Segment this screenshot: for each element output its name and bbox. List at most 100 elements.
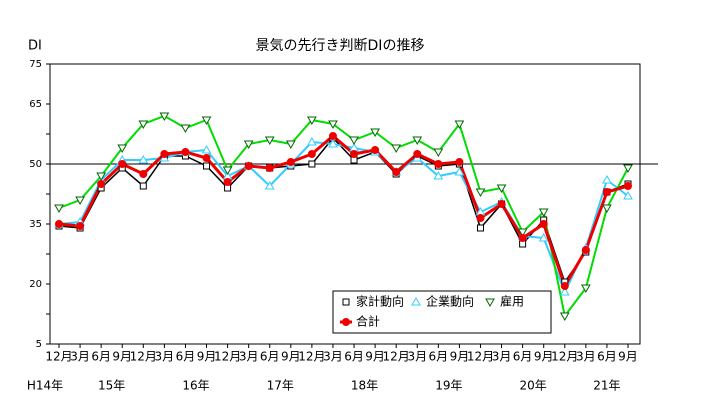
data-point — [307, 116, 317, 126]
data-point — [307, 150, 316, 158]
data-point — [413, 150, 422, 158]
data-point — [624, 182, 632, 190]
x-group-label: 19年 — [435, 379, 462, 393]
data-point — [264, 180, 275, 190]
data-point — [286, 158, 295, 166]
y-tick-label: 50 — [29, 159, 42, 170]
series-line — [58, 114, 629, 319]
data-point — [201, 116, 212, 126]
data-point — [180, 124, 191, 134]
data-point — [328, 132, 337, 140]
y-tick-label: 75 — [29, 59, 42, 70]
x-group-label: 17年 — [267, 379, 294, 393]
x-tick-label: 9月 — [365, 350, 385, 364]
data-point — [391, 144, 402, 154]
data-point — [538, 208, 549, 218]
x-tick-label: 3月 — [323, 350, 343, 364]
data-point — [138, 154, 149, 164]
data-point — [328, 138, 338, 148]
y-tick-label: 5 — [36, 339, 42, 350]
data-point — [455, 158, 464, 166]
x-tick-label: 6月 — [429, 350, 449, 364]
x-tick-label: 9月 — [281, 350, 301, 364]
data-point — [371, 146, 380, 154]
data-point — [559, 286, 570, 296]
data-point — [160, 150, 169, 158]
data-point — [55, 220, 63, 228]
legend-marker — [411, 296, 421, 306]
data-point — [138, 120, 149, 130]
chart-title: 景気の先行き判断DIの推移 — [256, 38, 425, 54]
x-tick-label: 6月 — [91, 350, 111, 364]
data-point — [139, 182, 147, 190]
data-point — [201, 144, 212, 154]
legend-label: 雇用 — [500, 294, 524, 309]
x-tick-label: 3月 — [155, 350, 175, 364]
x-tick-label: 6月 — [260, 350, 280, 364]
data-point — [222, 166, 233, 176]
data-point — [139, 170, 148, 178]
x-tick-label: 3月 — [492, 350, 512, 364]
plot-frame — [49, 63, 641, 345]
data-point — [159, 112, 170, 122]
x-tick-label: 9月 — [197, 350, 217, 364]
x-tick-label: 12月 — [383, 350, 410, 364]
legend-marker — [342, 318, 350, 326]
data-point — [454, 120, 465, 130]
data-point — [475, 188, 486, 198]
x-group-label: 20年 — [520, 379, 547, 393]
x-tick-label: 12月 — [214, 350, 241, 364]
data-point — [76, 222, 85, 230]
y-axis-label: DI — [28, 39, 42, 54]
data-point — [75, 196, 85, 206]
data-point — [244, 162, 253, 170]
data-point — [97, 180, 106, 188]
data-point — [285, 140, 296, 150]
y-tick-label: 20 — [29, 279, 42, 290]
data-point — [517, 228, 528, 238]
data-point — [602, 204, 612, 214]
x-tick-label: 3月 — [576, 350, 596, 364]
data-point — [307, 136, 317, 146]
x-group-label: 16年 — [182, 379, 209, 393]
data-point — [518, 234, 527, 242]
data-point — [602, 188, 611, 196]
data-point — [560, 282, 569, 290]
data-point — [623, 190, 633, 200]
x-tick-label: 9月 — [618, 350, 638, 364]
data-point — [265, 164, 274, 172]
data-point — [181, 148, 190, 156]
data-point — [496, 184, 507, 194]
x-group-label: H14年 — [27, 379, 63, 393]
data-point — [243, 140, 254, 150]
data-point — [454, 166, 465, 176]
data-point — [202, 154, 211, 162]
x-group-label: 15年 — [98, 379, 125, 393]
data-point — [392, 168, 401, 176]
data-point — [54, 204, 64, 214]
legend-label: 企業動向 — [426, 294, 474, 309]
legend-label: 合計 — [356, 314, 380, 329]
data-point — [580, 284, 591, 294]
legend-box — [332, 290, 552, 334]
legend-marker — [485, 298, 495, 308]
data-point — [412, 136, 423, 146]
x-tick-label: 12月 — [45, 350, 72, 364]
data-point — [308, 160, 316, 168]
data-point — [328, 120, 338, 130]
x-group-label: 21年 — [593, 379, 620, 393]
data-point — [96, 172, 107, 182]
data-point — [434, 160, 443, 168]
x-tick-label: 9月 — [534, 350, 554, 364]
x-tick-label: 12月 — [551, 350, 578, 364]
data-point — [559, 312, 570, 322]
data-point — [433, 148, 444, 158]
data-point — [117, 144, 128, 154]
data-point — [350, 150, 359, 158]
data-point — [264, 136, 275, 146]
data-point — [433, 170, 444, 180]
x-tick-label: 12月 — [130, 350, 157, 364]
data-point — [203, 162, 211, 170]
x-tick-label: 6月 — [597, 350, 617, 364]
